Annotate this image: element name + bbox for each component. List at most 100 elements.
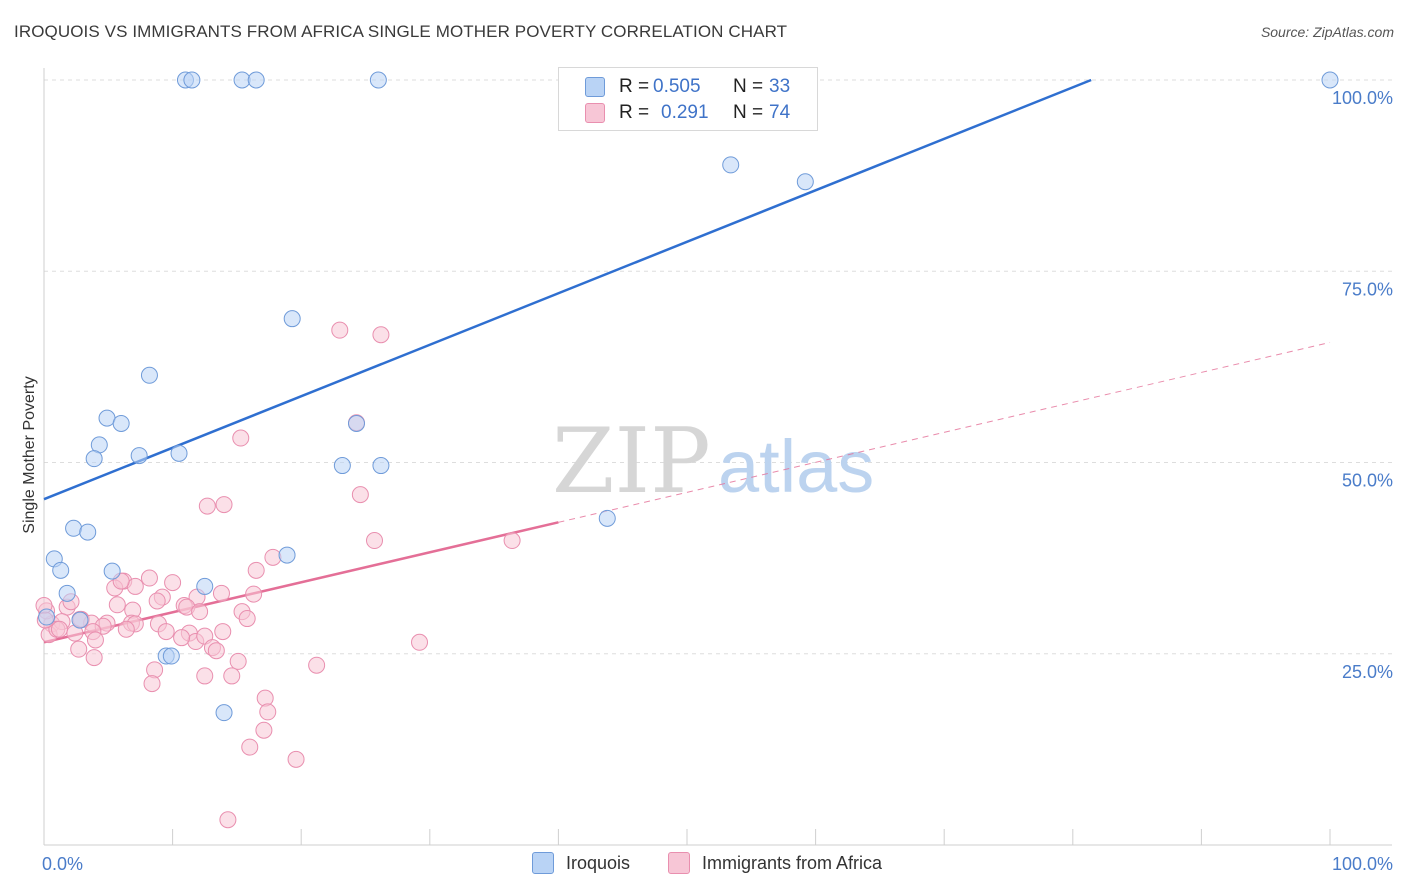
point-immigrants-from-africa: [146, 661, 164, 679]
point-immigrants-from-africa: [215, 496, 233, 514]
chart-title: IROQUOIS VS IMMIGRANTS FROM AFRICA SINGL…: [14, 22, 788, 41]
point-immigrants-from-africa: [157, 623, 175, 641]
point-immigrants-from-africa: [308, 656, 326, 674]
point-immigrants-from-africa: [259, 703, 277, 721]
grid-lines: [44, 79, 1392, 655]
source-label: Source: ZipAtlas.com: [1260, 24, 1394, 40]
point-immigrants-from-africa: [264, 548, 282, 566]
point-iroquois: [183, 71, 201, 89]
point-iroquois: [196, 577, 214, 595]
legend-n-value: 74: [769, 102, 791, 123]
legend-n-label: N =: [733, 102, 764, 123]
point-iroquois: [58, 584, 76, 602]
legend-r-label: R =: [619, 102, 650, 123]
point-iroquois: [98, 409, 116, 427]
x-tick-label: 0.0%: [42, 854, 83, 874]
point-immigrants-from-africa: [255, 721, 273, 739]
point-iroquois: [347, 414, 365, 432]
point-immigrants-from-africa: [198, 497, 216, 515]
legend-swatch-pink: [585, 103, 605, 123]
point-immigrants-from-africa: [70, 640, 88, 658]
point-iroquois: [598, 509, 616, 527]
bottom-legend-label: Immigrants from Africa: [702, 852, 883, 873]
legend-swatch-pink: [668, 852, 690, 874]
watermark-zip: ZIP: [552, 409, 711, 514]
point-immigrants-from-africa: [256, 689, 274, 707]
point-iroquois: [170, 444, 188, 462]
legend-r-label: R =: [619, 76, 650, 97]
point-immigrants-from-africa: [229, 652, 247, 670]
point-immigrants-from-africa: [164, 574, 182, 592]
point-immigrants-from-africa: [232, 429, 250, 447]
point-iroquois: [103, 562, 121, 580]
y-tick-label: 100.0%: [1332, 88, 1393, 108]
point-immigrants-from-africa: [223, 667, 241, 685]
point-immigrants-from-africa: [245, 585, 263, 603]
point-iroquois: [796, 173, 814, 191]
point-immigrants-from-africa: [372, 326, 390, 344]
point-iroquois: [71, 611, 89, 629]
legend-box: R = 0.505 N = 33 R = 0.291 N = 74: [558, 67, 818, 131]
bottom-legend-iroquois: Iroquois: [532, 852, 630, 874]
point-iroquois: [162, 647, 180, 665]
legend-r-value: 0.291: [661, 102, 709, 123]
point-iroquois: [112, 414, 130, 432]
y-tick-label: 75.0%: [1342, 279, 1393, 299]
point-iroquois: [38, 608, 56, 626]
y-tick-label: 25.0%: [1342, 662, 1393, 682]
trend-lines: [43, 78, 1331, 644]
watermark: ZIP atlas: [552, 409, 874, 514]
point-immigrants-from-africa: [191, 603, 209, 621]
point-immigrants-from-africa: [50, 620, 68, 638]
point-immigrants-from-africa: [219, 811, 237, 829]
legend-swatch-blue: [532, 852, 554, 874]
bottom-legend-africa: Immigrants from Africa: [668, 852, 882, 874]
point-iroquois: [215, 704, 233, 722]
legend-r-value: 0.505: [653, 76, 701, 97]
point-iroquois: [65, 519, 83, 537]
point-iroquois: [1321, 71, 1339, 89]
point-iroquois: [85, 450, 103, 468]
point-immigrants-from-africa: [140, 569, 158, 587]
point-immigrants-from-africa: [126, 577, 144, 595]
point-immigrants-from-africa: [351, 486, 369, 504]
point-immigrants-from-africa: [207, 642, 225, 660]
point-iroquois: [283, 310, 301, 328]
series-iroquois: [38, 71, 1339, 722]
point-immigrants-from-africa: [238, 610, 256, 628]
point-iroquois: [369, 71, 387, 89]
point-iroquois: [333, 457, 351, 475]
y-axis-label: Single Mother Poverty: [21, 376, 38, 533]
y-tick-label: 50.0%: [1342, 471, 1393, 491]
point-iroquois: [372, 457, 390, 475]
point-immigrants-from-africa: [247, 561, 265, 579]
point-immigrants-from-africa: [366, 532, 384, 550]
point-iroquois: [722, 156, 740, 174]
axes: [43, 68, 1392, 846]
point-iroquois: [233, 71, 251, 89]
point-immigrants-from-africa: [411, 633, 429, 651]
point-immigrants-from-africa: [214, 623, 232, 641]
bottom-legend-label: Iroquois: [566, 852, 631, 873]
point-immigrants-from-africa: [108, 596, 126, 614]
point-immigrants-from-africa: [241, 738, 259, 756]
point-iroquois: [130, 447, 148, 465]
point-immigrants-from-africa: [143, 675, 161, 693]
bottom-legend: Iroquois Immigrants from Africa: [0, 852, 1406, 878]
point-immigrants-from-africa: [173, 629, 191, 647]
trend-line-dashed: [558, 341, 1331, 523]
point-immigrants-from-africa: [117, 620, 135, 638]
point-iroquois: [278, 546, 296, 564]
legend-n-value: 33: [769, 76, 791, 97]
point-immigrants-from-africa: [85, 649, 103, 667]
legend-n-label: N =: [733, 76, 764, 97]
point-iroquois: [247, 71, 265, 89]
point-immigrants-from-africa: [331, 321, 349, 339]
trend-line: [43, 78, 1092, 501]
point-immigrants-from-africa: [212, 584, 230, 602]
point-iroquois: [140, 366, 158, 384]
legend-swatch-blue: [585, 77, 605, 97]
tick-labels: 25.0% 50.0% 75.0% 100.0% 0.0% 100.0%: [42, 88, 1393, 874]
x-tick-label: 100.0%: [1332, 854, 1393, 874]
